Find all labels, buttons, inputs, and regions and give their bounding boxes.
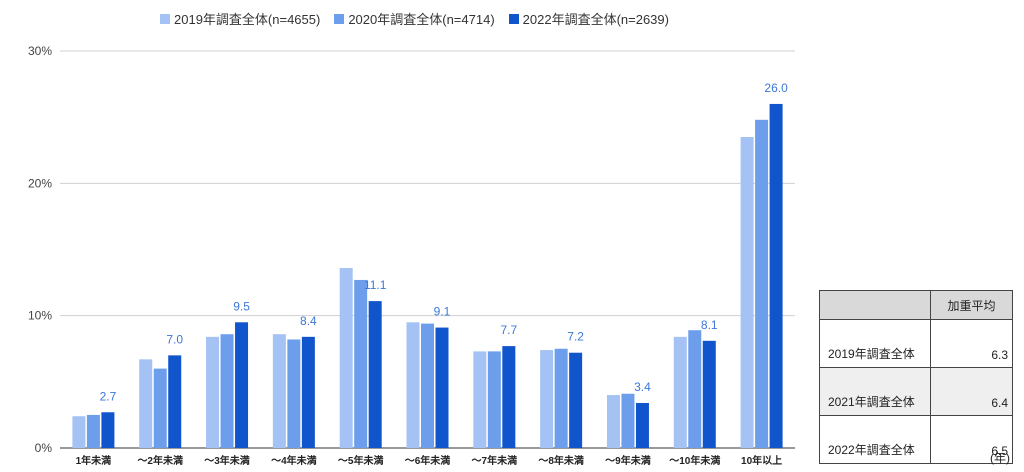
y-tick-label: 10% — [28, 309, 52, 323]
bar — [554, 348, 568, 448]
bar — [606, 395, 620, 448]
bar — [72, 416, 86, 448]
bar — [502, 346, 516, 448]
x-tick-label: ～8年未満 — [538, 454, 584, 467]
table-row: 2019年調査全体 6.3 — [819, 319, 1013, 368]
y-tick-label: 20% — [28, 176, 52, 190]
legend-label-2019: 2019年調査全体(n=4655) — [174, 12, 321, 27]
bar — [688, 330, 702, 448]
table-row-label: 2019年調査全体 — [819, 319, 931, 368]
table-row-label: 2021年調査全体 — [819, 367, 931, 416]
x-tick-label: ～2年未満 — [137, 454, 183, 467]
legend-item-2019: 2019年調査全体(n=4655) — [160, 9, 320, 28]
data-label: 7.2 — [567, 330, 584, 344]
table-row-label: 2022年調査全体 — [819, 415, 931, 464]
bar — [569, 352, 583, 448]
bar — [673, 336, 687, 448]
bar — [168, 355, 182, 448]
bar — [220, 334, 234, 448]
table-header-row: 加重平均 — [819, 290, 1013, 320]
table-row: 2022年調査全体 6.5 — [819, 415, 1013, 464]
bar — [621, 393, 635, 448]
bar — [287, 339, 301, 448]
bar — [354, 279, 368, 448]
x-tick-label: ～4年未満 — [271, 454, 317, 467]
table-header-label: 加重平均 — [930, 290, 1013, 320]
bar — [421, 323, 434, 448]
bar — [339, 268, 353, 448]
table-row-value: 6.5 — [930, 415, 1013, 464]
x-tick-label: 1年未満 — [76, 454, 112, 467]
data-label: 7.7 — [500, 323, 517, 337]
legend-swatch-2022 — [508, 13, 519, 24]
bar — [139, 359, 153, 448]
table-row-value: 6.3 — [930, 319, 1013, 368]
table-row: 2021年調査全体 6.4 — [819, 367, 1013, 416]
y-tick-label: 0% — [35, 441, 53, 455]
bar — [86, 414, 100, 448]
bar — [540, 350, 554, 448]
data-label: 9.1 — [434, 305, 451, 319]
bar — [206, 336, 220, 448]
x-tick-label: ～6年未満 — [405, 454, 451, 467]
data-label: 2.7 — [100, 389, 117, 403]
data-label: 11.1 — [364, 278, 387, 292]
x-tick-label: ～5年未満 — [338, 454, 384, 467]
data-label: 7.0 — [166, 332, 183, 346]
table-row-value: 6.4 — [930, 367, 1013, 416]
legend-item-2020: 2020年調査全体(n=4714) — [334, 9, 495, 28]
bar — [101, 412, 115, 448]
bar — [301, 336, 315, 448]
data-label: 9.5 — [233, 299, 250, 313]
legend-swatch-2020 — [334, 13, 345, 24]
bar — [235, 322, 249, 448]
bar — [740, 137, 754, 448]
table-unit-note: (年) — [990, 451, 1010, 465]
legend-label-2020: 2020年調査全体(n=4714) — [348, 12, 495, 27]
table-header-blank — [819, 290, 931, 320]
legend-label-2022: 2022年調査全体(n=2639) — [522, 12, 669, 27]
weighted-average-table: 加重平均 2019年調査全体 6.3 2021年調査全体 6.4 2022年調査… — [819, 290, 1013, 464]
bar — [769, 103, 783, 448]
y-tick-label: 30% — [28, 44, 52, 58]
data-label: 3.4 — [634, 380, 651, 394]
x-tick-label: ～9年未満 — [605, 454, 651, 467]
data-label: 8.1 — [701, 318, 718, 332]
bar — [406, 322, 420, 448]
bar — [473, 351, 487, 448]
bar — [153, 368, 167, 448]
bar — [272, 334, 286, 448]
x-tick-label: ～7年未満 — [472, 454, 518, 467]
bar — [435, 327, 449, 448]
data-label: 26.0 — [764, 81, 788, 95]
x-tick-label: ～3年未満 — [204, 454, 250, 467]
bar — [487, 351, 501, 448]
bar — [755, 119, 769, 449]
legend-swatch-2019 — [160, 13, 170, 24]
legend-item-2022: 2022年調査全体(n=2639) — [508, 9, 669, 28]
bar — [368, 301, 382, 448]
bar — [702, 340, 716, 448]
chart-legend: 2019年調査全体(n=4655) 2020年調査全体(n=4714) 2022… — [160, 9, 669, 28]
bar — [635, 403, 649, 448]
data-label: 8.4 — [300, 314, 317, 328]
x-tick-label: 10年以上 — [741, 454, 782, 467]
x-tick-label: ～10年未満 — [669, 454, 720, 467]
